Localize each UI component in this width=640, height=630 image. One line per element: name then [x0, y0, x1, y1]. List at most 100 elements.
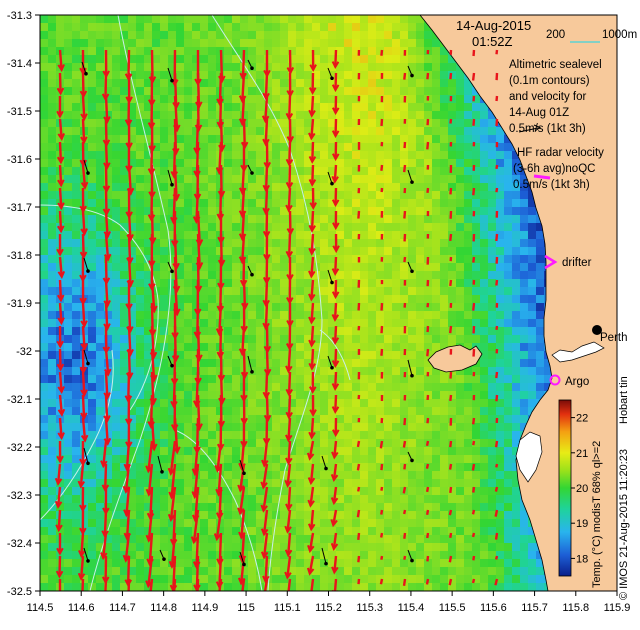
sst-cell: [232, 343, 241, 352]
sst-cell: [520, 415, 529, 424]
sst-cell: [136, 447, 145, 456]
sst-cell: [456, 415, 465, 424]
sst-cell: [120, 223, 129, 232]
sst-cell: [264, 527, 273, 536]
sst-cell: [488, 519, 497, 528]
sst-cell: [376, 359, 385, 368]
sst-cell: [112, 447, 121, 456]
sst-cell: [256, 431, 265, 440]
sst-cell: [224, 527, 233, 536]
sst-cell: [56, 319, 65, 328]
sst-cell: [392, 503, 401, 512]
sst-cell: [416, 327, 425, 336]
sst-cell: [392, 551, 401, 560]
sst-cell: [416, 119, 425, 128]
sst-cell: [392, 135, 401, 144]
sst-cell: [384, 303, 393, 312]
sst-cell: [120, 455, 129, 464]
sst-cell: [536, 231, 545, 240]
sst-cell: [152, 287, 161, 296]
sst-cell: [112, 279, 121, 288]
sst-cell: [352, 327, 361, 336]
sst-cell: [464, 535, 473, 544]
sst-cell: [536, 263, 545, 272]
sst-cell: [48, 175, 57, 184]
sst-cell: [128, 511, 137, 520]
sst-cell: [40, 207, 49, 216]
sst-cell: [128, 135, 137, 144]
sst-cell: [152, 119, 161, 128]
sst-cell: [384, 87, 393, 96]
sst-cell: [472, 431, 481, 440]
sst-cell: [248, 247, 257, 256]
sst-cell: [448, 383, 457, 392]
sst-cell: [96, 335, 105, 344]
sst-cell: [248, 415, 257, 424]
sst-cell: [152, 447, 161, 456]
sst-cell: [304, 47, 313, 56]
sst-cell: [152, 23, 161, 32]
sst-cell: [368, 287, 377, 296]
sst-cell: [480, 311, 489, 320]
sst-cell: [224, 183, 233, 192]
sst-cell: [40, 135, 49, 144]
sst-cell: [512, 335, 521, 344]
sst-cell: [112, 127, 121, 136]
sst-cell: [152, 271, 161, 280]
sst-cell: [312, 103, 321, 112]
sst-cell: [200, 343, 209, 352]
sst-cell: [392, 175, 401, 184]
sst-cell: [376, 399, 385, 408]
sst-cell: [408, 167, 417, 176]
sst-cell: [456, 279, 465, 288]
sst-cell: [440, 135, 449, 144]
sst-cell: [112, 383, 121, 392]
sst-cell: [536, 247, 545, 256]
sst-cell: [328, 119, 337, 128]
sst-cell: [104, 39, 113, 48]
sst-cell: [456, 519, 465, 528]
sst-cell: [88, 495, 97, 504]
sst-cell: [144, 55, 153, 64]
sst-cell: [440, 327, 449, 336]
sst-cell: [416, 431, 425, 440]
sst-cell: [504, 447, 513, 456]
sst-cell: [368, 487, 377, 496]
sst-cell: [256, 15, 265, 24]
sst-cell: [312, 503, 321, 512]
sst-cell: [256, 527, 265, 536]
sst-cell: [120, 463, 129, 472]
sst-cell: [160, 231, 169, 240]
sst-cell: [224, 167, 233, 176]
sst-cell: [480, 439, 489, 448]
sst-cell: [368, 399, 377, 408]
sst-cell: [464, 167, 473, 176]
sst-cell: [480, 159, 489, 168]
sst-cell: [88, 287, 97, 296]
sst-cell: [480, 375, 489, 384]
sst-cell: [376, 535, 385, 544]
sst-cell: [336, 423, 345, 432]
sst-cell: [432, 279, 441, 288]
sst-cell: [40, 231, 49, 240]
sst-cell: [280, 335, 289, 344]
sst-cell: [400, 551, 409, 560]
sst-cell: [344, 135, 353, 144]
sst-cell: [528, 231, 537, 240]
sst-cell: [176, 287, 185, 296]
sst-cell: [344, 199, 353, 208]
sst-cell: [320, 31, 329, 40]
sst-cell: [120, 47, 129, 56]
sst-cell: [232, 63, 241, 72]
sst-cell: [200, 439, 209, 448]
sst-cell: [312, 263, 321, 272]
sst-cell: [224, 31, 233, 40]
sst-cell: [224, 423, 233, 432]
sst-cell: [336, 183, 345, 192]
sst-cell: [528, 327, 537, 336]
sst-cell: [496, 551, 505, 560]
sst-cell: [192, 239, 201, 248]
sst-cell: [160, 511, 169, 520]
sst-cell: [496, 511, 505, 520]
sst-cell: [504, 247, 513, 256]
